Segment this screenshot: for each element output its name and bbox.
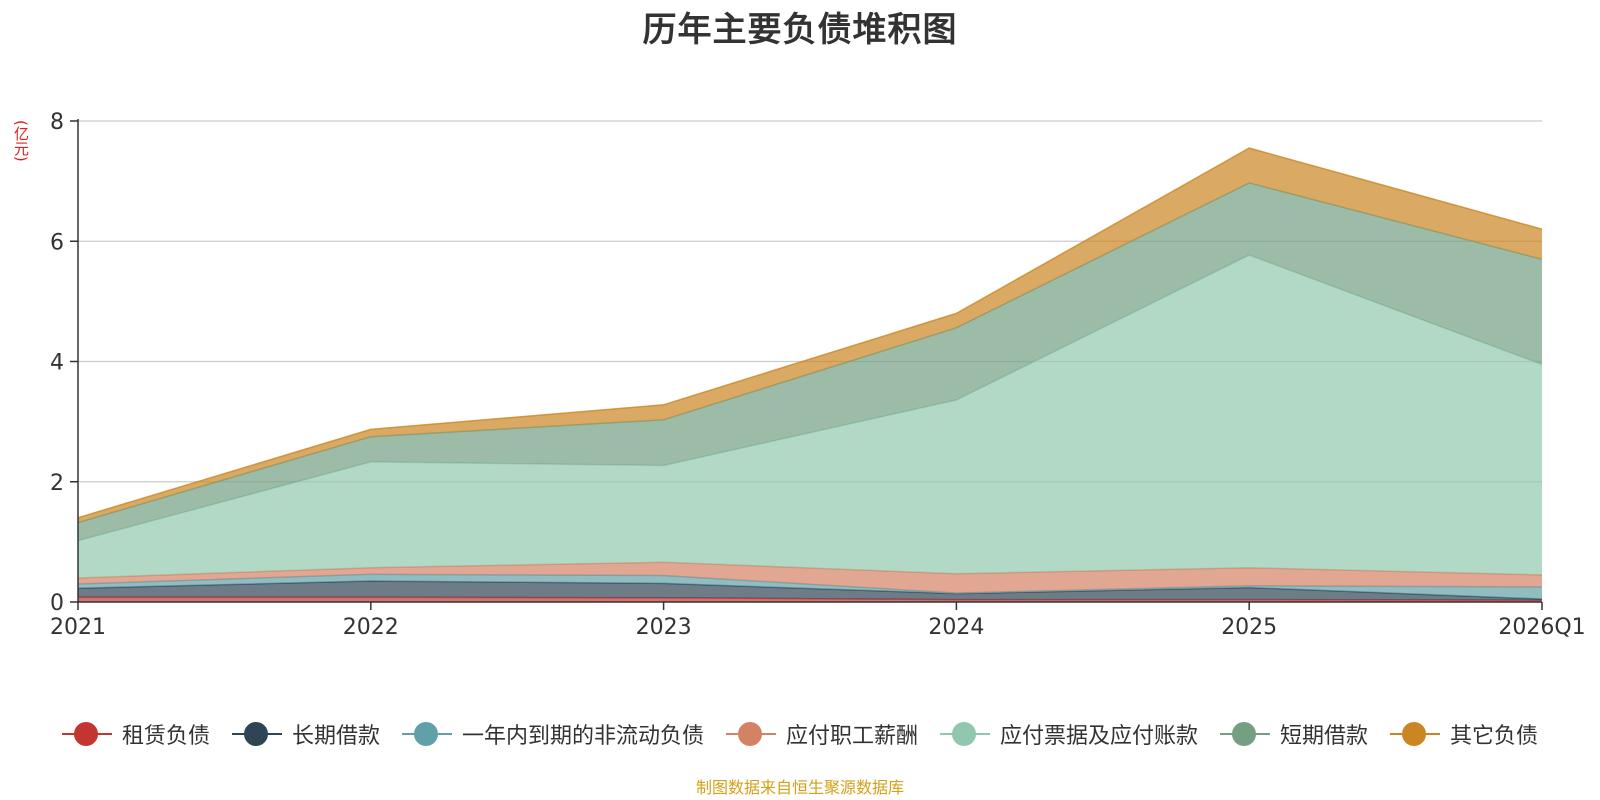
- area-series-2: [78, 574, 1542, 599]
- legend-marker-icon: [61, 721, 112, 747]
- y-tick-label: 0: [50, 591, 64, 616]
- legend-label: 应付职工薪酬: [785, 724, 918, 749]
- axes: 0 2 4 6 8 2021 2022 2023 2024 2025 2026Q1: [50, 110, 1586, 640]
- area-series-5: [78, 182, 1542, 541]
- x-tick-label: 2026Q1: [1498, 615, 1585, 640]
- legend-item-4[interactable]: 应付票据及应付账款: [940, 718, 1198, 750]
- legend-item-5[interactable]: 短期借款: [1220, 718, 1368, 750]
- x-tick-label: 2025: [1221, 615, 1277, 640]
- legend-item-3[interactable]: 应付职工薪酬: [725, 718, 918, 750]
- y-tick-label: 8: [50, 110, 64, 135]
- y-tick-label: 2: [50, 471, 64, 496]
- x-tick-label: 2023: [636, 615, 692, 640]
- legend-marker-icon: [231, 721, 282, 747]
- legend-label: 租赁负债: [121, 724, 210, 749]
- legend-label: 短期借款: [1280, 724, 1369, 749]
- area-series-0: [78, 597, 1542, 602]
- data-source-note: 制图数据来自恒生聚源数据库: [695, 778, 904, 797]
- y-tick-label: 4: [50, 351, 64, 376]
- y-tick-label: 6: [50, 230, 64, 255]
- legend-item-1[interactable]: 长期借款: [231, 718, 380, 750]
- x-tick-label: 2024: [928, 615, 984, 640]
- chart-title: 历年主要负债堆积图: [642, 10, 958, 50]
- y-axis-unit-label: (亿元): [12, 120, 30, 162]
- legend-marker-icon: [725, 721, 776, 747]
- legend-label: 长期借款: [291, 724, 380, 749]
- legend-item-0[interactable]: 租赁负债: [61, 718, 210, 750]
- legend-label: 其它负债: [1450, 724, 1539, 749]
- legend-marker-icon: [1390, 721, 1441, 747]
- area-series-6: [78, 148, 1542, 523]
- legend-item-6[interactable]: 其它负债: [1390, 718, 1538, 750]
- legend-marker-icon: [401, 721, 452, 747]
- legend: 租赁负债 长期借款 一年内到期的非流动负债 应付职工薪酬 应付票据及应付账款 短期借款 其它…: [0, 718, 1600, 750]
- area-series-3: [78, 562, 1542, 593]
- stacked-area-chart: 0 2 4 6 8 2021 2022 2023 2024 2025 2026Q1: [50, 110, 1586, 640]
- legend-label: 一年内到期的非流动负债: [461, 724, 704, 749]
- area-series-1: [78, 581, 1542, 601]
- legend-label: 应付票据及应付账款: [1000, 724, 1199, 749]
- x-tick-label: 2021: [50, 615, 106, 640]
- x-tick-label: 2022: [343, 615, 399, 640]
- area-edge-6: [77, 147, 1543, 519]
- area-series-4: [78, 255, 1542, 578]
- legend-marker-icon: [1220, 721, 1271, 747]
- legend-marker-icon: [940, 721, 990, 747]
- area-series-group: [77, 147, 1543, 602]
- legend-item-2[interactable]: 一年内到期的非流动负债: [401, 718, 704, 750]
